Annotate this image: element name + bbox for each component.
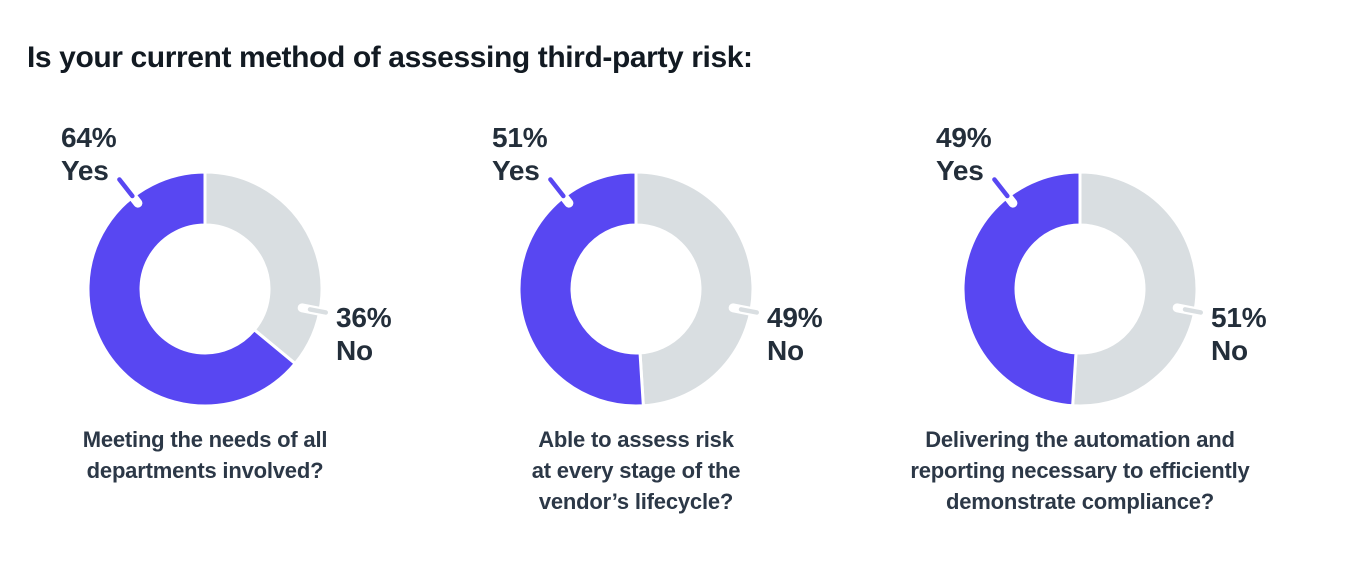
caption-line: reporting necessary to efficiently bbox=[910, 458, 1250, 483]
no-percentage: 51% bbox=[1211, 302, 1267, 333]
yes-tick-casing bbox=[113, 172, 143, 208]
no-tick-casing bbox=[297, 303, 335, 318]
yes-label: 64% Yes bbox=[61, 121, 117, 187]
no-text: No bbox=[1211, 335, 1248, 366]
yes-tick-line bbox=[117, 177, 135, 199]
no-label: 49% No bbox=[767, 301, 823, 367]
caption-line: at every stage of the bbox=[531, 458, 741, 483]
no-tick-casing bbox=[1172, 303, 1210, 318]
no-tick-casing bbox=[728, 303, 766, 318]
yes-percentage: 49% bbox=[936, 122, 992, 153]
no-tick-line bbox=[738, 307, 759, 315]
yes-percentage: 64% bbox=[61, 122, 117, 153]
no-label: 51% No bbox=[1211, 301, 1267, 367]
no-slice bbox=[634, 170, 755, 408]
figure-title: Is your current method of assessing thir… bbox=[27, 41, 753, 74]
yes-tick-line bbox=[548, 177, 566, 199]
donut-chart-svg bbox=[86, 170, 335, 408]
yes-slice bbox=[961, 170, 1082, 408]
no-percentage: 36% bbox=[336, 302, 392, 333]
no-slice bbox=[203, 170, 324, 366]
yes-tick-casing bbox=[988, 172, 1018, 208]
yes-text: Yes bbox=[492, 155, 540, 186]
no-tick-line bbox=[1182, 307, 1203, 315]
no-tick-line bbox=[307, 307, 328, 315]
yes-label: 51% Yes bbox=[492, 121, 548, 187]
yes-percentage: 51% bbox=[492, 122, 548, 153]
donut-chart-svg bbox=[517, 170, 766, 408]
caption-line: vendor’s lifecycle? bbox=[538, 489, 734, 514]
chart-caption: Delivering the automation and reporting n… bbox=[860, 424, 1300, 517]
chart-caption: Able to assess risk at every stage of the… bbox=[416, 424, 856, 517]
no-text: No bbox=[336, 335, 373, 366]
yes-text: Yes bbox=[936, 155, 984, 186]
yes-tick-line bbox=[992, 177, 1010, 199]
no-percentage: 49% bbox=[767, 302, 823, 333]
yes-tick-casing bbox=[544, 172, 574, 208]
no-slice bbox=[1071, 170, 1199, 408]
caption-line: Meeting the needs of all bbox=[82, 427, 328, 452]
caption-line: demonstrate compliance? bbox=[945, 489, 1215, 514]
chart-caption: Meeting the needs of all departments invo… bbox=[0, 424, 425, 486]
yes-label: 49% Yes bbox=[936, 121, 992, 187]
yes-slice bbox=[86, 170, 297, 408]
no-text: No bbox=[767, 335, 804, 366]
donut-chart-svg bbox=[961, 170, 1210, 408]
yes-text: Yes bbox=[61, 155, 109, 186]
caption-line: Delivering the automation and bbox=[925, 427, 1235, 452]
caption-line: Able to assess risk bbox=[538, 427, 734, 452]
yes-slice bbox=[517, 170, 645, 408]
no-label: 36% No bbox=[336, 301, 392, 367]
caption-line: departments involved? bbox=[86, 458, 324, 483]
